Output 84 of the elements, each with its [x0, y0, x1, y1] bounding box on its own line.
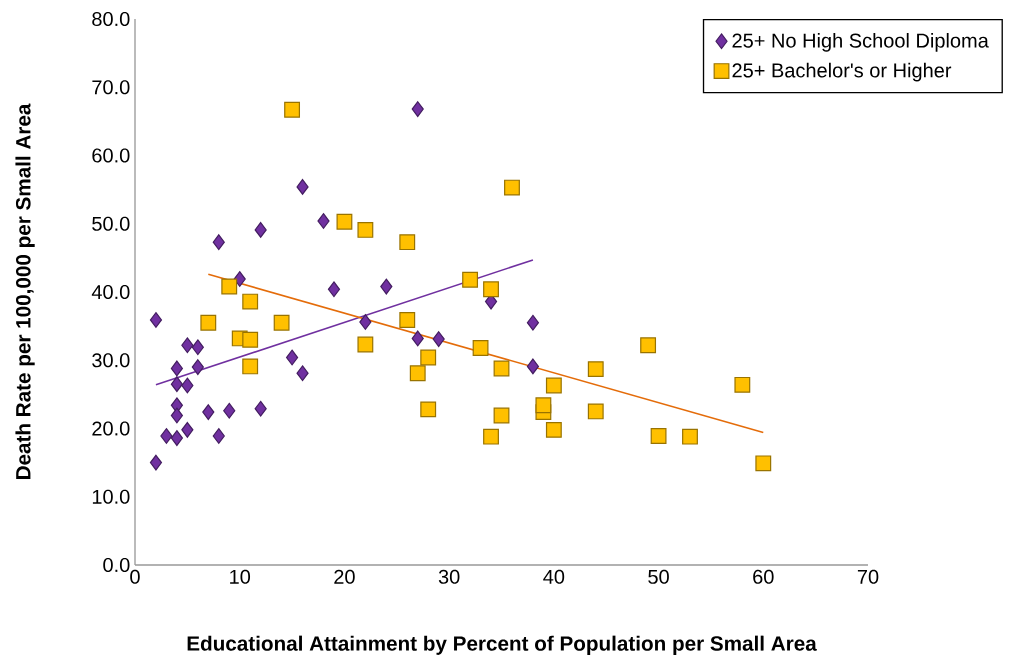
- point: [526, 314, 540, 331]
- x-tick-label: 40: [543, 569, 565, 584]
- point: [170, 430, 183, 446]
- point: [472, 340, 489, 356]
- y-tick-label: 80.0: [92, 11, 130, 27]
- legend-label: 25+ No High School Diploma: [732, 33, 989, 52]
- point: [420, 401, 437, 418]
- point: [545, 421, 562, 438]
- point: [535, 397, 552, 414]
- point: [734, 376, 751, 393]
- point: [284, 101, 301, 118]
- x-tick-label: 30: [438, 569, 460, 584]
- point: [149, 312, 163, 328]
- point: [411, 101, 424, 118]
- y-axis-title: Death Rate per 100,000 per Small Area: [15, 103, 35, 480]
- point: [254, 400, 267, 417]
- point: [242, 331, 259, 348]
- point: [380, 278, 393, 295]
- point: [682, 428, 698, 445]
- point: [223, 402, 236, 419]
- point: [202, 404, 215, 421]
- point: [221, 278, 238, 295]
- y-tick-label: 40.0: [91, 284, 130, 300]
- x-tick-label: 20: [334, 569, 355, 584]
- x-tick-label: 50: [648, 569, 669, 584]
- point: [483, 281, 499, 298]
- point: [359, 314, 372, 330]
- point: [242, 293, 259, 310]
- y-tick-label: 20.0: [92, 421, 130, 436]
- point: [493, 360, 510, 377]
- point: [191, 339, 204, 356]
- point: [296, 365, 309, 382]
- point: [420, 349, 437, 366]
- point: [327, 281, 341, 298]
- y-tick-label: 70.0: [92, 80, 130, 95]
- point: [432, 331, 445, 348]
- point: [640, 337, 657, 354]
- point: [160, 428, 173, 444]
- point: [650, 428, 667, 444]
- x-tick-label: 60: [753, 569, 774, 584]
- point: [587, 403, 604, 420]
- y-tick-label: 10.0: [92, 489, 130, 504]
- point: [587, 361, 604, 378]
- point: [399, 312, 416, 328]
- x-tick-label: 10: [230, 569, 251, 584]
- y-tick-label: 50.0: [92, 216, 130, 231]
- point: [170, 407, 183, 424]
- point: [493, 407, 510, 424]
- point: [181, 421, 194, 438]
- legend-label: 25+ Bachelor's or Higher: [732, 62, 952, 82]
- point: [212, 428, 225, 444]
- point: [149, 454, 163, 471]
- point: [462, 271, 479, 288]
- y-tick-label: 60.0: [92, 148, 130, 163]
- point: [755, 455, 772, 472]
- point: [233, 271, 246, 287]
- point: [504, 179, 520, 196]
- point: [285, 349, 299, 366]
- point: [545, 377, 562, 394]
- point: [336, 213, 353, 230]
- x-tick-label: 70: [857, 569, 879, 584]
- point: [483, 428, 499, 445]
- y-tick-label: 30.0: [92, 353, 130, 368]
- point: [212, 234, 225, 251]
- point: [411, 330, 424, 347]
- point: [242, 358, 259, 375]
- x-tick-label: 0: [130, 569, 140, 584]
- point: [254, 221, 267, 238]
- point: [200, 314, 217, 331]
- x-axis-title: Educational Attainment by Percent of Population per Small Area: [187, 635, 817, 655]
- point: [170, 376, 183, 393]
- point: [399, 234, 416, 251]
- point: [317, 213, 330, 229]
- point: [191, 359, 204, 376]
- y-tick-label: 0.0: [103, 557, 130, 573]
- point: [526, 358, 540, 375]
- point: [357, 336, 374, 353]
- point: [296, 178, 309, 195]
- point: [181, 337, 194, 354]
- point: [170, 360, 183, 377]
- point: [357, 221, 374, 238]
- point: [409, 365, 426, 382]
- point: [181, 377, 194, 394]
- point: [273, 314, 290, 331]
